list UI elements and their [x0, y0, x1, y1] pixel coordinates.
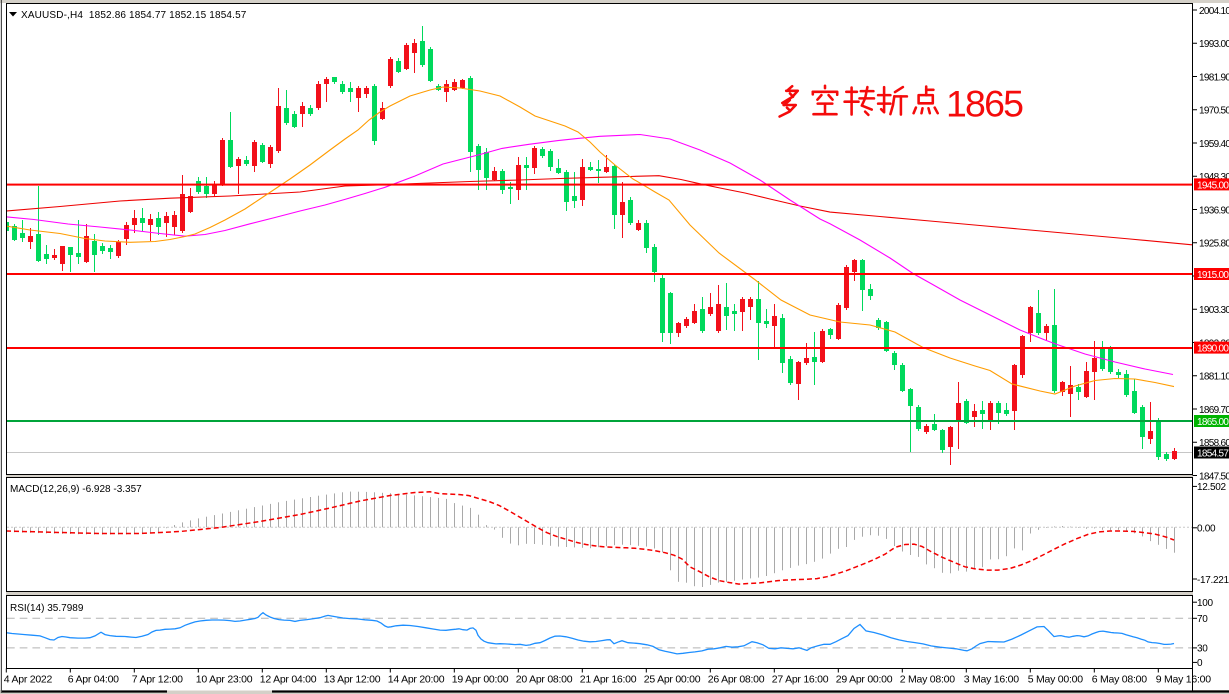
svg-text:1945.00: 1945.00 [1197, 180, 1229, 191]
svg-text:12.502: 12.502 [1197, 482, 1227, 493]
svg-text:6 Apr 04:00: 6 Apr 04:00 [68, 674, 119, 686]
svg-text:5 May 00:00: 5 May 00:00 [1028, 674, 1083, 686]
svg-text:4 Apr 2022: 4 Apr 2022 [4, 674, 53, 686]
svg-text:27 Apr 16:00: 27 Apr 16:00 [772, 674, 829, 686]
svg-text:1925.80: 1925.80 [1199, 239, 1229, 250]
svg-text:-17.221: -17.221 [1197, 575, 1229, 586]
svg-text:MACD(12,26,9) -6.928 -3.357: MACD(12,26,9) -6.928 -3.357 [10, 484, 142, 495]
svg-text:1981.90: 1981.90 [1199, 72, 1229, 83]
svg-text:1881.10: 1881.10 [1199, 372, 1229, 383]
svg-text:30: 30 [1197, 644, 1208, 655]
svg-text:7 Apr 12:00: 7 Apr 12:00 [132, 674, 183, 686]
svg-text:20 Apr 08:00: 20 Apr 08:00 [516, 674, 573, 686]
svg-text:29 Apr 00:00: 29 Apr 00:00 [836, 674, 893, 686]
svg-text:12 Apr 04:00: 12 Apr 04:00 [260, 674, 317, 686]
svg-text:1865.00: 1865.00 [1197, 417, 1229, 428]
svg-text:1858.60: 1858.60 [1199, 438, 1229, 449]
svg-text:1970.50: 1970.50 [1199, 106, 1229, 117]
svg-text:100: 100 [1197, 598, 1214, 609]
svg-text:70: 70 [1197, 614, 1208, 625]
svg-text:10 Apr 23:00: 10 Apr 23:00 [196, 674, 253, 686]
svg-text:XAUUSD-,H4 1852.86 1854.77 18: XAUUSD-,H4 1852.86 1854.77 1852.15 1854.… [21, 10, 247, 21]
svg-text:13 Apr 12:00: 13 Apr 12:00 [324, 674, 381, 686]
svg-text:1890.00: 1890.00 [1197, 344, 1229, 355]
svg-text:25 Apr 00:00: 25 Apr 00:00 [644, 674, 701, 686]
svg-text:1854.57: 1854.57 [1197, 449, 1229, 460]
svg-text:14 Apr 20:00: 14 Apr 20:00 [388, 674, 445, 686]
svg-text:6 May 08:00: 6 May 08:00 [1092, 674, 1147, 686]
svg-text:21 Apr 16:00: 21 Apr 16:00 [580, 674, 637, 686]
svg-text:0: 0 [1197, 658, 1203, 669]
svg-text:1959.40: 1959.40 [1199, 139, 1229, 150]
svg-text:1869.70: 1869.70 [1199, 405, 1229, 416]
svg-text:26 Apr 08:00: 26 Apr 08:00 [708, 674, 765, 686]
svg-text:1936.90: 1936.90 [1199, 205, 1229, 216]
svg-text:19 Apr 00:00: 19 Apr 00:00 [452, 674, 509, 686]
svg-text:1847.50: 1847.50 [1199, 471, 1229, 482]
svg-text:1948.30: 1948.30 [1199, 172, 1229, 183]
svg-text:2 May 08:00: 2 May 08:00 [900, 674, 955, 686]
svg-text:0.00: 0.00 [1197, 524, 1216, 535]
svg-text:RSI(14) 35.7989: RSI(14) 35.7989 [10, 603, 84, 614]
svg-text:1903.30: 1903.30 [1199, 305, 1229, 316]
svg-text:2004.10: 2004.10 [1199, 6, 1229, 17]
svg-text:3 May 16:00: 3 May 16:00 [964, 674, 1019, 686]
svg-text:1993.00: 1993.00 [1199, 39, 1229, 50]
svg-text:1915.00: 1915.00 [1197, 270, 1229, 281]
svg-text:1865: 1865 [946, 83, 1023, 125]
svg-text:9 May 16:00: 9 May 16:00 [1156, 674, 1211, 686]
